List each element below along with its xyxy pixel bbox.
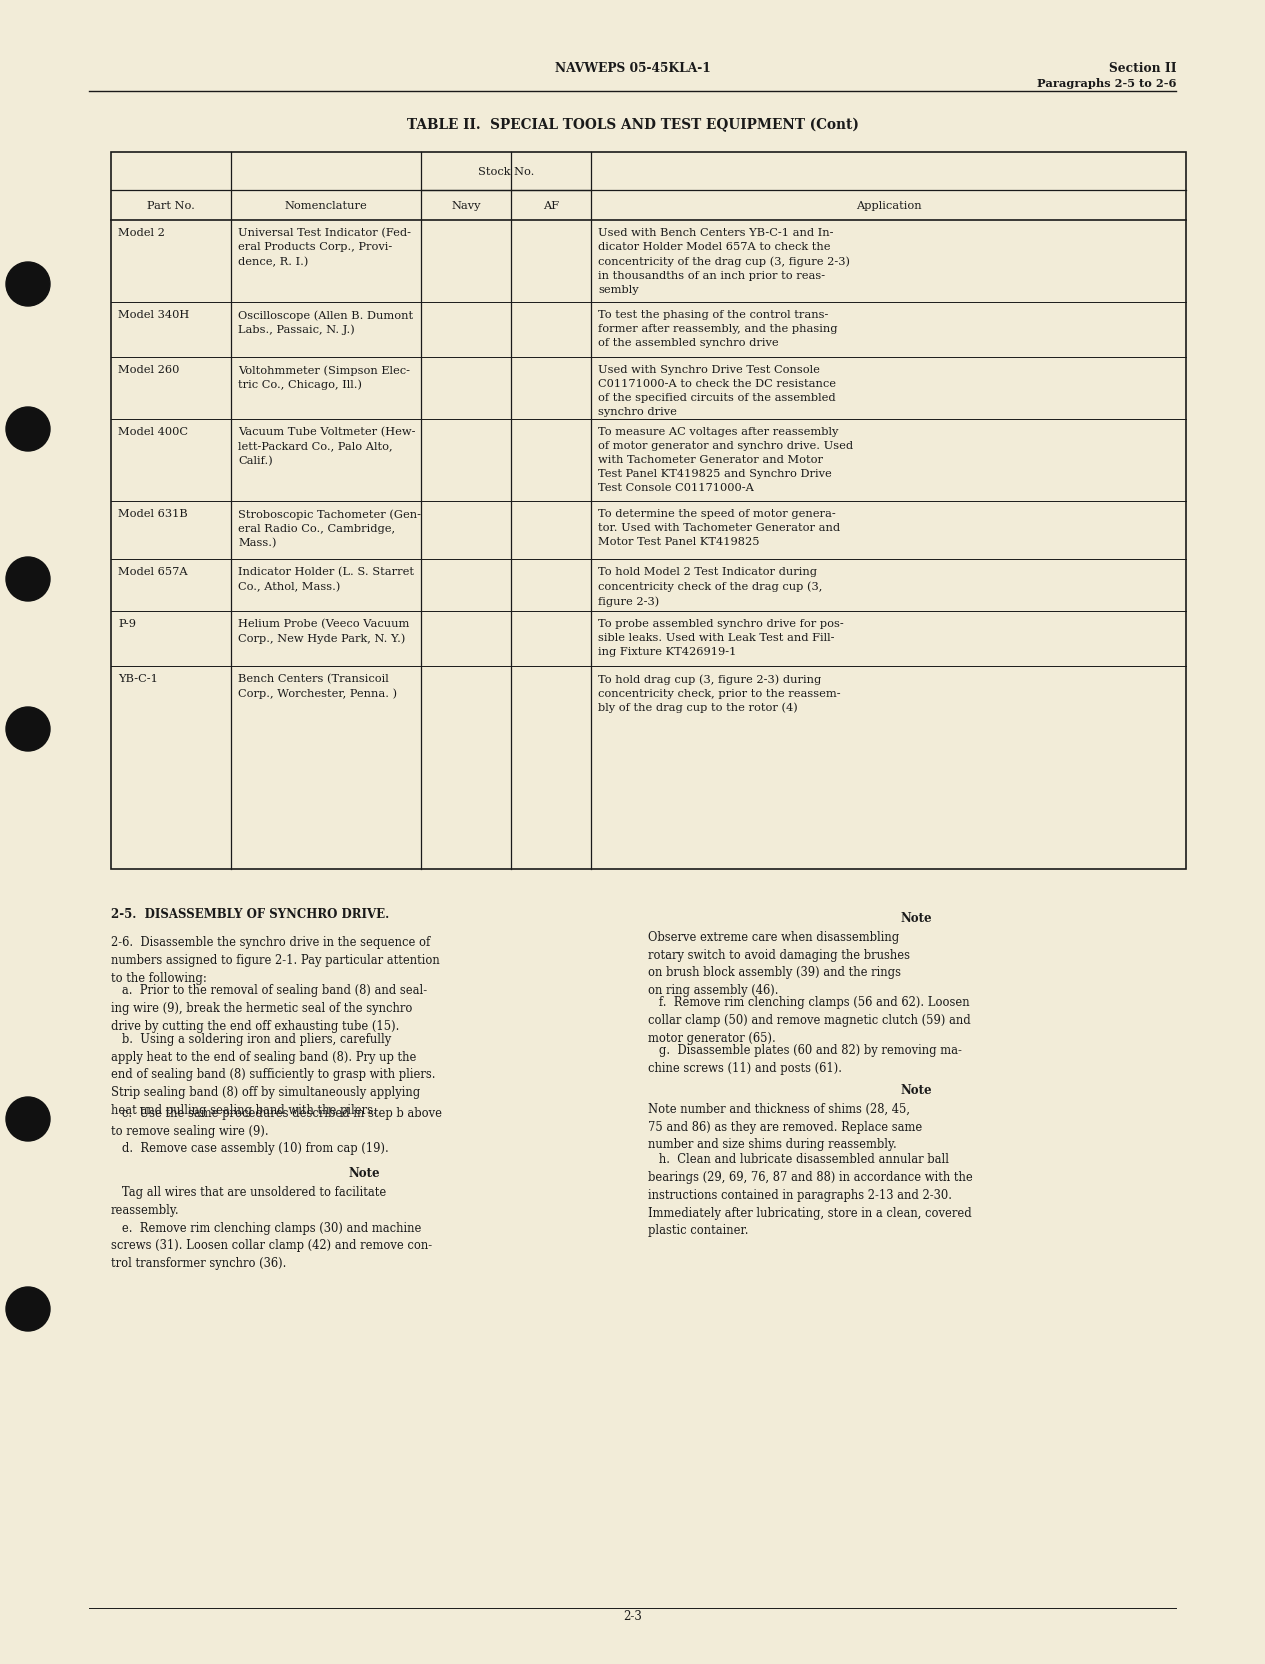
Circle shape xyxy=(6,263,51,306)
Text: Paragraphs 2-5 to 2-6: Paragraphs 2-5 to 2-6 xyxy=(1037,78,1176,88)
Text: e.  Remove rim clenching clamps (30) and machine
screws (31). Loosen collar clam: e. Remove rim clenching clamps (30) and … xyxy=(111,1221,433,1270)
Text: Note: Note xyxy=(901,1083,931,1097)
Text: Part No.: Part No. xyxy=(147,201,195,211)
Text: Bench Centers (Transicoil
Corp., Worchester, Penna. ): Bench Centers (Transicoil Corp., Worches… xyxy=(238,674,397,699)
Text: c.  Use the same procedures described in step b above
to remove sealing wire (9): c. Use the same procedures described in … xyxy=(111,1107,441,1137)
Text: g.  Disassemble plates (60 and 82) by removing ma-
chine screws (11) and posts (: g. Disassemble plates (60 and 82) by rem… xyxy=(648,1043,961,1075)
Text: To measure AC voltages after reassembly
of motor generator and synchro drive. Us: To measure AC voltages after reassembly … xyxy=(598,426,853,493)
Text: YB-C-1: YB-C-1 xyxy=(118,674,158,684)
Text: a.  Prior to the removal of sealing band (8) and seal-
ing wire (9), break the h: a. Prior to the removal of sealing band … xyxy=(111,983,428,1032)
Text: Universal Test Indicator (Fed-
eral Products Corp., Provi-
dence, R. I.): Universal Test Indicator (Fed- eral Prod… xyxy=(238,228,411,266)
Text: Model 400C: Model 400C xyxy=(118,426,188,436)
Text: Section II: Section II xyxy=(1109,62,1176,75)
Text: h.  Clean and lubricate disassembled annular ball
bearings (29, 69, 76, 87 and 8: h. Clean and lubricate disassembled annu… xyxy=(648,1153,973,1236)
Text: Model 2: Model 2 xyxy=(118,228,164,238)
Text: Note number and thickness of shims (28, 45,
75 and 86) as they are removed. Repl: Note number and thickness of shims (28, … xyxy=(648,1102,922,1151)
Text: b.  Using a soldering iron and pliers, carefully
apply heat to the end of sealin: b. Using a soldering iron and pliers, ca… xyxy=(111,1032,435,1117)
Text: 2-3: 2-3 xyxy=(624,1609,641,1622)
Text: Voltohmmeter (Simpson Elec-
tric Co., Chicago, Ill.): Voltohmmeter (Simpson Elec- tric Co., Ch… xyxy=(238,364,410,389)
Text: 2-5.  DISASSEMBLY OF SYNCHRO DRIVE.: 2-5. DISASSEMBLY OF SYNCHRO DRIVE. xyxy=(111,907,390,920)
Text: Note: Note xyxy=(901,912,931,925)
Text: Used with Bench Centers YB-C-1 and In-
dicator Holder Model 657A to check the
co: Used with Bench Centers YB-C-1 and In- d… xyxy=(598,228,850,295)
Text: Note: Note xyxy=(348,1166,379,1180)
Text: Model 631B: Model 631B xyxy=(118,509,187,519)
Text: Nomenclature: Nomenclature xyxy=(285,201,367,211)
Bar xyxy=(111,153,1187,870)
Text: Vacuum Tube Voltmeter (Hew-
lett-Packard Co., Palo Alto,
Calif.): Vacuum Tube Voltmeter (Hew- lett-Packard… xyxy=(238,426,415,466)
Circle shape xyxy=(6,408,51,451)
Text: Navy: Navy xyxy=(452,201,481,211)
Text: To probe assembled synchro drive for pos-
sible leaks. Used with Leak Test and F: To probe assembled synchro drive for pos… xyxy=(598,619,844,657)
Circle shape xyxy=(6,1097,51,1142)
Text: Model 260: Model 260 xyxy=(118,364,180,374)
Text: Used with Synchro Drive Test Console
C01171000-A to check the DC resistance
of t: Used with Synchro Drive Test Console C01… xyxy=(598,364,836,416)
Text: AF: AF xyxy=(543,201,559,211)
Text: Stock No.: Stock No. xyxy=(478,166,534,176)
Circle shape xyxy=(6,1288,51,1331)
Text: d.  Remove case assembly (10) from cap (19).: d. Remove case assembly (10) from cap (1… xyxy=(111,1142,388,1155)
Text: P-9: P-9 xyxy=(118,619,137,629)
Text: Oscilloscope (Allen B. Dumont
Labs., Passaic, N. J.): Oscilloscope (Allen B. Dumont Labs., Pas… xyxy=(238,310,414,334)
Text: Helium Probe (Veeco Vacuum
Corp., New Hyde Park, N. Y.): Helium Probe (Veeco Vacuum Corp., New Hy… xyxy=(238,619,410,644)
Text: Model 340H: Model 340H xyxy=(118,310,190,319)
Text: f.  Remove rim clenching clamps (56 and 62). Loosen
collar clamp (50) and remove: f. Remove rim clenching clamps (56 and 6… xyxy=(648,995,970,1043)
Text: TABLE II.  SPECIAL TOOLS AND TEST EQUIPMENT (Cont): TABLE II. SPECIAL TOOLS AND TEST EQUIPME… xyxy=(406,118,859,131)
Text: Observe extreme care when disassembling
rotary switch to avoid damaging the brus: Observe extreme care when disassembling … xyxy=(648,930,910,997)
Text: Tag all wires that are unsoldered to facilitate
reassembly.: Tag all wires that are unsoldered to fac… xyxy=(111,1185,386,1216)
Text: To hold drag cup (3, figure 2-3) during
concentricity check, prior to the reasse: To hold drag cup (3, figure 2-3) during … xyxy=(598,674,841,712)
Text: Stroboscopic Tachometer (Gen-
eral Radio Co., Cambridge,
Mass.): Stroboscopic Tachometer (Gen- eral Radio… xyxy=(238,509,421,547)
Text: Application: Application xyxy=(855,201,921,211)
Text: Indicator Holder (L. S. Starret
Co., Athol, Mass.): Indicator Holder (L. S. Starret Co., Ath… xyxy=(238,567,414,591)
Text: To determine the speed of motor genera-
tor. Used with Tachometer Generator and
: To determine the speed of motor genera- … xyxy=(598,509,840,547)
Circle shape xyxy=(6,557,51,602)
Text: Model 657A: Model 657A xyxy=(118,567,187,577)
Circle shape xyxy=(6,707,51,752)
Text: To test the phasing of the control trans-
former after reassembly, and the phasi: To test the phasing of the control trans… xyxy=(598,310,837,348)
Text: 2-6.  Disassemble the synchro drive in the sequence of
numbers assigned to figur: 2-6. Disassemble the synchro drive in th… xyxy=(111,935,440,983)
Text: NAVWEPS 05-45KLA-1: NAVWEPS 05-45KLA-1 xyxy=(554,62,711,75)
Text: To hold Model 2 Test Indicator during
concentricity check of the drag cup (3,
fi: To hold Model 2 Test Indicator during co… xyxy=(598,567,822,606)
